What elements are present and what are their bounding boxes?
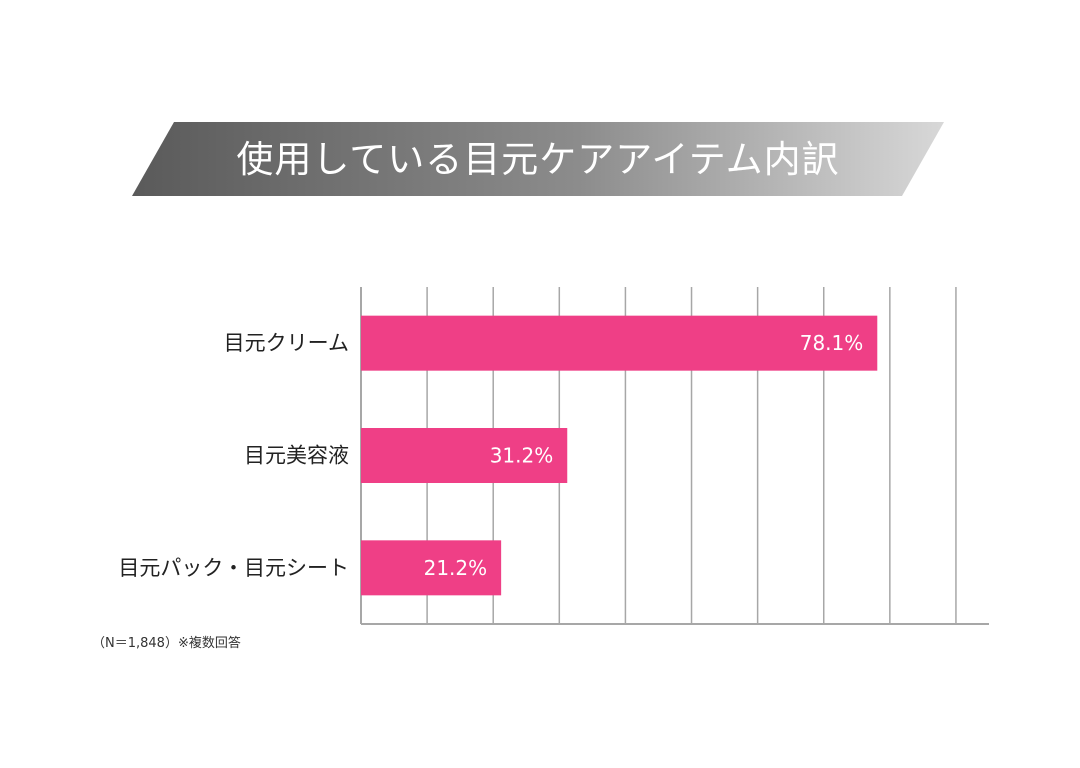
category-label: 目元クリーム [224, 331, 349, 355]
value-label: 31.2% [490, 444, 554, 468]
sample-size-note: （N＝1,848）※複数回答 [92, 636, 241, 651]
title-banner: 使用している目元ケアアイテム内訳 [132, 122, 944, 196]
value-label: 78.1% [800, 331, 864, 355]
category-label: 目元パック・目元シート [118, 556, 349, 580]
title-banner-shape [132, 122, 944, 196]
bar [361, 428, 568, 483]
category-label: 目元美容液 [244, 444, 349, 468]
chart-title: 使用している目元ケアアイテム内訳 [236, 138, 839, 181]
value-labels: 78.1% 31.2% 21.2% [424, 331, 864, 580]
value-label: 21.2% [424, 556, 488, 580]
bars [361, 315, 878, 596]
bar [361, 540, 502, 596]
bar [361, 315, 878, 371]
